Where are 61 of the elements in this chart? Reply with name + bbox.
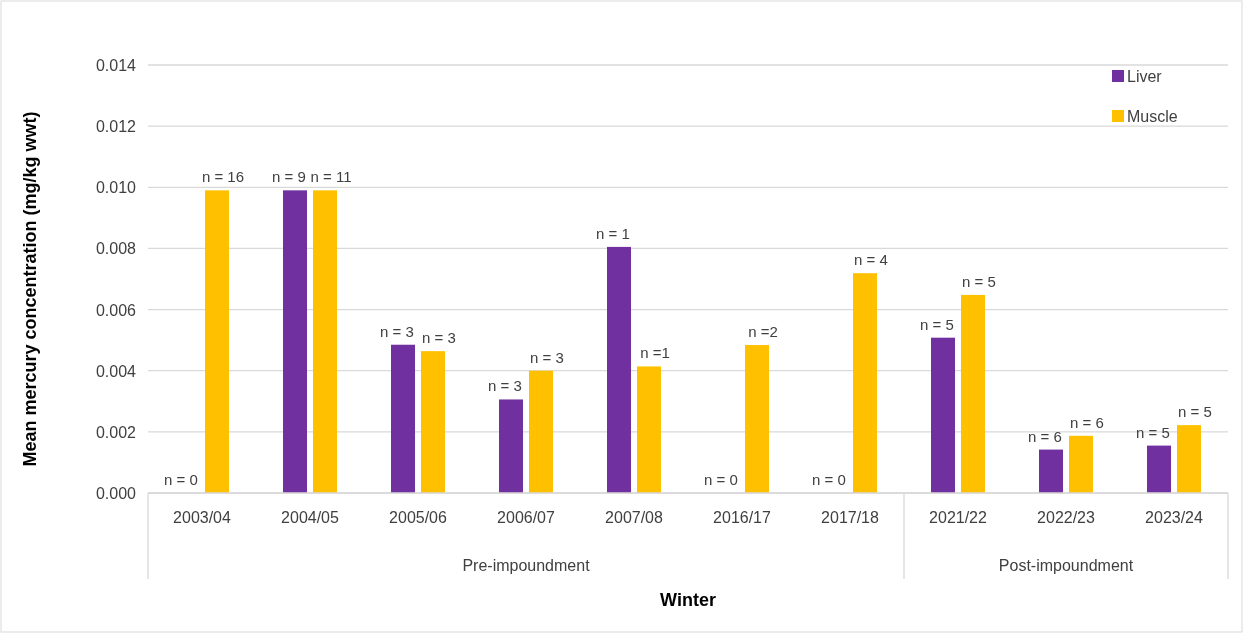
annotation: n =2 — [748, 323, 778, 341]
bar — [1177, 425, 1201, 493]
bar — [499, 399, 523, 493]
annotation: n = 1 — [596, 224, 630, 242]
bar — [1039, 449, 1063, 493]
annotation: n = 0 — [164, 471, 198, 488]
legend-label: Liver — [1127, 68, 1163, 85]
text: Post-impoundment — [998, 557, 1134, 574]
annotation: n = 3 — [422, 329, 456, 347]
annotation: n = 0 — [812, 471, 846, 488]
annotation: n = 5 — [1178, 403, 1212, 421]
y-axis-title: Mean mercury concentration (mg/kg wwt) — [20, 111, 40, 467]
x-tick-label: 2016/17 — [713, 509, 772, 526]
bar — [931, 337, 955, 493]
bar — [205, 190, 229, 493]
x-tick-label: 2022/23 — [1037, 509, 1096, 526]
bar — [637, 366, 661, 493]
x-tick-label: 2006/07 — [497, 509, 556, 526]
bar — [283, 190, 307, 493]
y-tick-label: 0.004 — [95, 362, 137, 380]
bar — [961, 294, 985, 493]
x-tick-label: 2005/06 — [389, 509, 448, 526]
x-tick-label: 2007/08 — [605, 509, 664, 526]
bar — [421, 351, 445, 493]
annotation: n = 3 — [380, 322, 414, 340]
annotation: n =1 — [640, 344, 670, 362]
annotation: n = 0 — [704, 471, 738, 488]
x-tick-label: 2004/05 — [281, 509, 340, 526]
y-tick-label: 0.008 — [95, 240, 137, 258]
y-tick-label: 0.006 — [95, 301, 137, 319]
y-tick-label: 0.014 — [95, 57, 137, 74]
bar — [853, 273, 877, 493]
annotation: n = 4 — [854, 251, 888, 269]
text: Pre-impoundment — [462, 557, 591, 574]
annotation: n = 5 — [1136, 423, 1170, 441]
x-tick-label: 2003/04 — [173, 509, 232, 526]
bar — [529, 370, 553, 493]
annotation: n = 6 — [1070, 413, 1104, 431]
y-tick-label: 0.010 — [95, 179, 137, 197]
bar — [313, 190, 337, 493]
x-tick-label: 2017/18 — [821, 509, 880, 526]
x-axis-title: Winter — [660, 590, 716, 610]
annotation: n = 11 — [310, 168, 352, 186]
x-tick-label: 2023/24 — [1145, 509, 1204, 526]
y-tick-label: 0.002 — [95, 423, 137, 441]
annotation: n = 9 — [272, 168, 306, 186]
legend-label: Muscle — [1127, 108, 1178, 125]
y-tick-label: 0.000 — [95, 485, 137, 502]
annotation: n = 16 — [201, 168, 245, 186]
annotation: n = 5 — [920, 315, 954, 333]
annotation: n = 3 — [488, 377, 522, 395]
x-tick-label: 2021/22 — [929, 509, 988, 526]
y-tick-label: 0.012 — [95, 118, 137, 136]
bar — [1147, 445, 1171, 493]
annotation: n = 6 — [1028, 427, 1062, 445]
bar — [607, 246, 631, 493]
annotation: n = 5 — [962, 272, 996, 290]
bar — [1069, 435, 1093, 493]
bar — [745, 345, 769, 493]
bar — [391, 344, 415, 493]
annotation: n = 3 — [530, 348, 564, 366]
